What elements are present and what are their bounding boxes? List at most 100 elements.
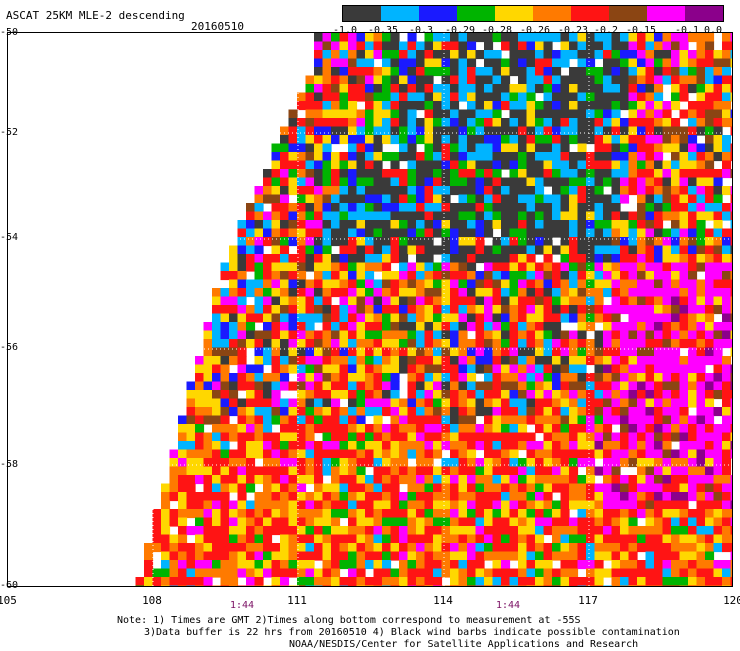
map-cell <box>705 543 715 553</box>
map-cell <box>484 109 494 119</box>
map-cell <box>407 169 417 179</box>
map-cell <box>569 364 579 374</box>
map-cell <box>705 279 715 289</box>
map-cell <box>713 186 723 196</box>
map-cell <box>535 109 545 119</box>
map-cell <box>628 577 638 586</box>
map-cell <box>305 560 315 570</box>
map-cell <box>577 390 587 400</box>
map-cell <box>654 50 664 60</box>
map-cell <box>620 101 630 111</box>
map-cell <box>552 500 562 510</box>
map-cell <box>254 500 264 510</box>
map-cell <box>433 398 443 408</box>
map-cell <box>569 84 579 94</box>
map-cell <box>688 475 698 485</box>
map-cell <box>526 245 536 255</box>
map-cell <box>416 449 426 459</box>
map-cell <box>331 475 341 485</box>
map-cell <box>441 424 451 434</box>
map-cell <box>696 483 706 493</box>
map-cell <box>441 517 451 527</box>
map-cell <box>195 356 205 366</box>
map-cell <box>535 177 545 187</box>
map-cell <box>203 483 213 493</box>
map-cell <box>458 517 468 527</box>
map-cell <box>501 67 511 77</box>
map-cell <box>628 364 638 374</box>
map-cell <box>603 279 613 289</box>
map-cell <box>492 152 502 162</box>
map-cell <box>212 322 222 332</box>
map-cell <box>730 373 732 383</box>
map-cell <box>314 398 324 408</box>
map-cell <box>475 237 485 247</box>
map-cell <box>348 152 358 162</box>
map-cell <box>645 135 655 145</box>
map-cell <box>586 381 596 391</box>
map-cell <box>560 211 570 221</box>
map-cell <box>620 339 630 349</box>
map-cell <box>280 313 290 323</box>
map-cell <box>399 296 409 306</box>
map-cell <box>475 186 485 196</box>
map-cell <box>348 373 358 383</box>
map-cell <box>467 390 477 400</box>
map-cell <box>297 186 307 196</box>
map-cell <box>535 509 545 519</box>
map-cell <box>365 262 375 272</box>
map-cell <box>433 118 443 128</box>
map-cell <box>467 143 477 153</box>
legend-label: 0.0 <box>703 25 723 36</box>
map-cell <box>450 432 460 442</box>
map-cell <box>297 373 307 383</box>
map-cell <box>467 322 477 332</box>
map-cell <box>484 58 494 68</box>
map-cell <box>637 245 647 255</box>
map-cell <box>382 347 392 357</box>
map-cell <box>696 432 706 442</box>
map-cell <box>450 339 460 349</box>
map-cell <box>314 500 324 510</box>
map-cell <box>518 109 528 119</box>
map-cell <box>526 254 536 264</box>
map-cell <box>424 483 434 493</box>
map-cell <box>645 424 655 434</box>
map-cell <box>280 492 290 502</box>
map-cell <box>492 254 502 264</box>
map-cell <box>467 500 477 510</box>
map-cell <box>382 305 392 315</box>
map-cell <box>399 415 409 425</box>
legend-swatch <box>343 6 381 21</box>
map-cell <box>611 322 621 332</box>
map-cell <box>509 245 519 255</box>
map-cell <box>475 483 485 493</box>
map-cell <box>620 143 630 153</box>
map-cell <box>696 160 706 170</box>
map-plot-area[interactable] <box>7 32 733 587</box>
map-cell <box>356 526 366 536</box>
map-title: ASCAT 25KM MLE-2 descending <box>6 9 185 22</box>
map-cell <box>297 543 307 553</box>
map-cell <box>322 194 332 204</box>
map-cell <box>305 441 315 451</box>
map-cell <box>526 296 536 306</box>
map-cell <box>458 84 468 94</box>
map-cell <box>475 305 485 315</box>
map-cell <box>450 279 460 289</box>
map-cell <box>203 449 213 459</box>
map-cell <box>577 41 587 51</box>
map-cell <box>373 194 383 204</box>
map-cell <box>543 41 553 51</box>
map-cell <box>271 364 281 374</box>
map-cell <box>543 492 553 502</box>
map-cell <box>263 356 273 366</box>
map-cell <box>671 415 681 425</box>
map-cell <box>637 483 647 493</box>
map-cell <box>305 509 315 519</box>
map-cell <box>543 526 553 536</box>
map-cell <box>730 118 732 128</box>
map-cell <box>314 381 324 391</box>
map-cell <box>467 381 477 391</box>
map-cell <box>620 41 630 51</box>
